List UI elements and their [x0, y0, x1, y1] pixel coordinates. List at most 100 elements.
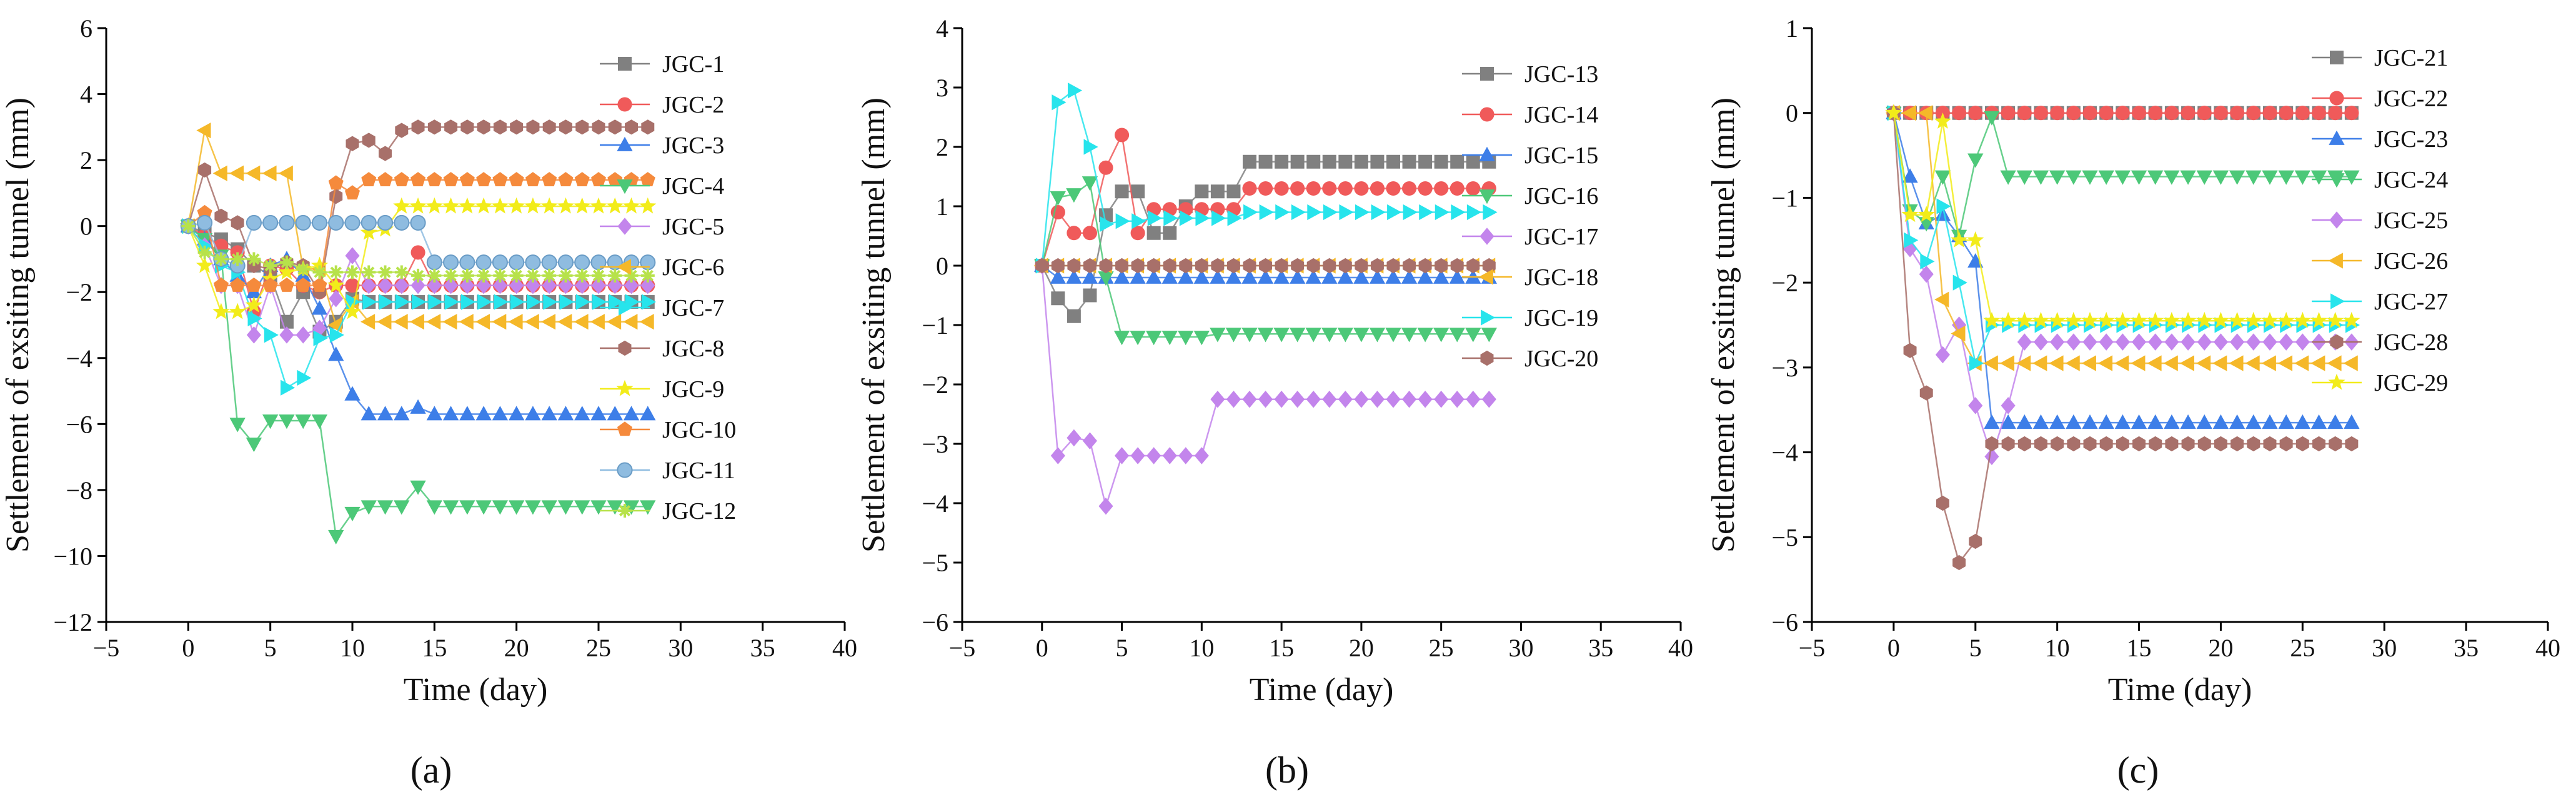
data-point [1146, 331, 1162, 346]
data-point [1321, 269, 1338, 284]
data-point [2229, 170, 2245, 185]
legend-marker [1479, 228, 1494, 245]
data-point [428, 294, 443, 310]
data-point [460, 294, 476, 310]
legend: JGC-13 JGC-14 JGC-15 JGC-16 JGC-17 JGC-18 JGC-… [1462, 61, 1598, 372]
data-point [1984, 111, 2000, 126]
data-point [1225, 328, 1242, 343]
data-point [1067, 309, 1081, 323]
y-tick-label: 3 [936, 74, 948, 102]
data-point [477, 294, 492, 310]
data-point [1386, 154, 1400, 169]
data-point [623, 314, 638, 330]
y-tick-label: −2 [922, 371, 948, 399]
data-point [2147, 311, 2164, 328]
data-point [543, 294, 558, 310]
data-point [2049, 414, 2066, 429]
data-point [1481, 328, 1497, 343]
data-point [1147, 210, 1162, 226]
data-point [2098, 170, 2114, 185]
data-point [2147, 414, 2164, 429]
data-point [2131, 170, 2147, 185]
data-point [510, 119, 524, 135]
y-tick-label: 0 [80, 213, 92, 241]
data-point [1210, 269, 1226, 284]
data-point [2148, 106, 2163, 121]
data-point [1417, 269, 1433, 284]
data-point [197, 214, 213, 231]
data-point [1354, 391, 1369, 408]
data-point [264, 327, 279, 343]
legend-label: JGC-20 [1524, 346, 1598, 372]
data-point [2197, 106, 2212, 121]
data-point [508, 314, 523, 330]
data-point [2017, 333, 2032, 351]
legend-marker [617, 97, 632, 112]
data-point [1211, 210, 1226, 226]
data-point [2164, 414, 2180, 429]
data-point [2082, 333, 2097, 351]
data-point [197, 245, 212, 259]
data-point [2230, 333, 2245, 351]
data-point [492, 314, 507, 330]
data-point [542, 172, 557, 187]
y-axis-title: Settlement of exsiting tunnel (mm) [0, 98, 36, 553]
data-point [1146, 447, 1161, 464]
data-point [410, 276, 425, 294]
data-point [247, 252, 261, 266]
data-point [395, 294, 410, 310]
data-point [1466, 181, 1481, 196]
data-point [1449, 328, 1465, 343]
data-point [2294, 355, 2309, 371]
data-point [2263, 436, 2277, 452]
data-point [2066, 333, 2081, 351]
data-point [2097, 311, 2115, 328]
data-point [1257, 328, 1274, 343]
data-point [2016, 170, 2032, 185]
data-point [493, 119, 507, 135]
data-point [1403, 204, 1418, 221]
data-point [1337, 328, 1353, 343]
data-point [1113, 269, 1130, 284]
data-point [231, 215, 244, 231]
data-point [590, 406, 607, 421]
data-point [427, 119, 441, 135]
data-point [361, 406, 377, 421]
data-point [2262, 106, 2277, 121]
data-point [541, 500, 557, 515]
data-point [1322, 181, 1337, 196]
data-point [1968, 106, 1983, 121]
data-point [2032, 170, 2049, 185]
y-tick-label: 4 [80, 81, 92, 109]
data-point [1179, 210, 1194, 226]
data-point [444, 268, 458, 283]
data-point [640, 406, 656, 421]
data-point [2001, 397, 2016, 414]
x-tick-label: 25 [2290, 634, 2315, 662]
data-point [394, 214, 410, 231]
data-point [574, 172, 590, 187]
legend-marker [2329, 91, 2344, 106]
data-point [557, 406, 574, 421]
y-tick-label: −4 [1771, 439, 1798, 467]
data-point [1050, 447, 1065, 464]
data-point [2067, 436, 2081, 452]
data-point [624, 276, 639, 294]
data-point [2278, 170, 2294, 185]
data-point [1951, 231, 1968, 248]
data-point [411, 119, 425, 135]
data-point [1130, 331, 1146, 346]
data-point [475, 500, 492, 515]
data-point [1353, 269, 1370, 284]
data-point [459, 197, 476, 214]
data-point [1951, 325, 1966, 342]
data-point [1466, 154, 1480, 169]
data-point [1934, 291, 1949, 308]
data-point [2262, 170, 2278, 185]
data-point [1339, 204, 1354, 221]
data-point [2261, 311, 2279, 328]
series-jgc-28 [1887, 105, 2359, 571]
data-point [492, 172, 508, 187]
data-point [263, 259, 277, 273]
